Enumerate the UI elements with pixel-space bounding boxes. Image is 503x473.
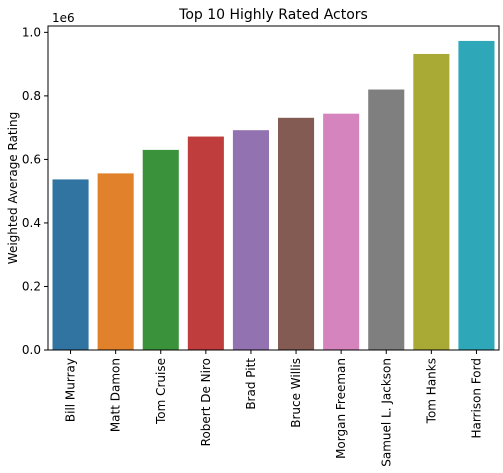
y-axis-offset-label: 1e6 [52,11,75,25]
bar-robert-de-niro [187,136,224,350]
x-tick-label: Tom Hanks [424,358,438,424]
bar-samuel-l-jackson [368,89,405,350]
y-tick-label: 0.8 [22,89,41,103]
y-tick-label: 0.0 [22,343,41,357]
bar-bill-murray [52,179,89,350]
bar-bruce-willis [278,117,315,350]
bar-matt-damon [97,173,134,350]
y-tick-label: 0.6 [22,152,41,166]
y-axis-label: Weighted Average Rating [6,112,20,264]
y-tick-label: 0.2 [22,279,41,293]
x-tick-label: Harrison Ford [469,358,483,439]
x-tick-label: Morgan Freeman [334,358,348,459]
plot-frame [47,25,500,351]
x-axis-ticks: Bill Murray Matt Damon Tom Cruise Robert De… [64,350,483,467]
x-tick-label: Bruce Willis [289,358,303,428]
y-tick-label: 1.0 [22,25,41,39]
bar-tom-cruise [142,149,179,350]
bar-harrison-ford [458,40,495,350]
x-tick-label: Robert De Niro [199,358,213,446]
chart-title: Top 10 Highly Rated Actors [178,7,368,23]
x-tick-label: Matt Damon [109,358,123,432]
bar-brad-pitt [232,130,269,350]
x-tick-label: Tom Cruise [154,358,168,425]
bar-tom-hanks [413,53,450,350]
y-tick-label: 0.4 [22,216,41,230]
bar-morgan-freeman [323,113,360,350]
x-tick-label: Bill Murray [64,358,78,422]
x-tick-label: Brad Pitt [244,358,258,410]
bars-group [52,40,495,350]
x-tick-label: Samuel L. Jackson [379,358,393,467]
y-axis-ticks: 0.0 0.2 0.4 0.6 0.8 1.0 [22,25,48,357]
